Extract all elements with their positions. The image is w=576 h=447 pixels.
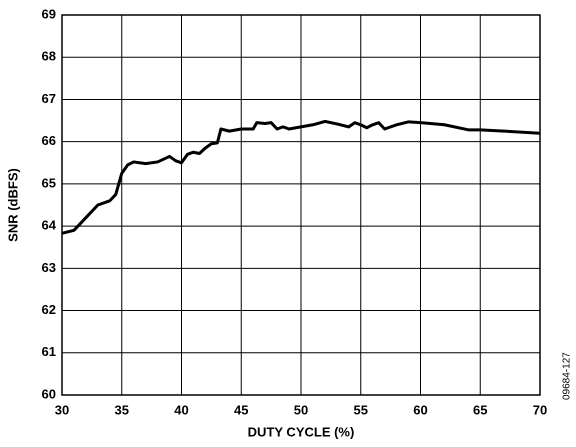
y-tick-label: 62 xyxy=(42,302,56,317)
y-tick-label: 66 xyxy=(42,133,56,148)
line-series xyxy=(61,119,541,235)
y-tick-label: 65 xyxy=(42,175,56,190)
x-tick-label: 40 xyxy=(174,402,188,417)
y-tick-label: 60 xyxy=(42,386,56,401)
y-tick-label: 67 xyxy=(42,91,56,106)
x-tick-label: 35 xyxy=(115,402,129,417)
y-tick-label: 64 xyxy=(42,218,57,233)
y-axis-label: SNR (dBFS) xyxy=(5,168,20,242)
x-tick-label: 65 xyxy=(473,402,487,417)
plot-frame xyxy=(61,14,541,396)
x-tick-label: 70 xyxy=(533,402,547,417)
y-tick-label: 68 xyxy=(42,49,56,64)
y-tick-label: 69 xyxy=(42,6,56,21)
annotation: 09684-127 xyxy=(562,352,573,400)
y-tick-label: 63 xyxy=(42,260,56,275)
x-tick-label: 45 xyxy=(234,402,248,417)
x-tick-label: 55 xyxy=(354,402,368,417)
x-tick-label: 60 xyxy=(413,402,427,417)
x-axis-label: DUTY CYCLE (%) xyxy=(248,424,355,439)
x-tick-label: 30 xyxy=(55,402,69,417)
x-tick-label: 50 xyxy=(294,402,308,417)
y-tick-label: 61 xyxy=(42,344,56,359)
